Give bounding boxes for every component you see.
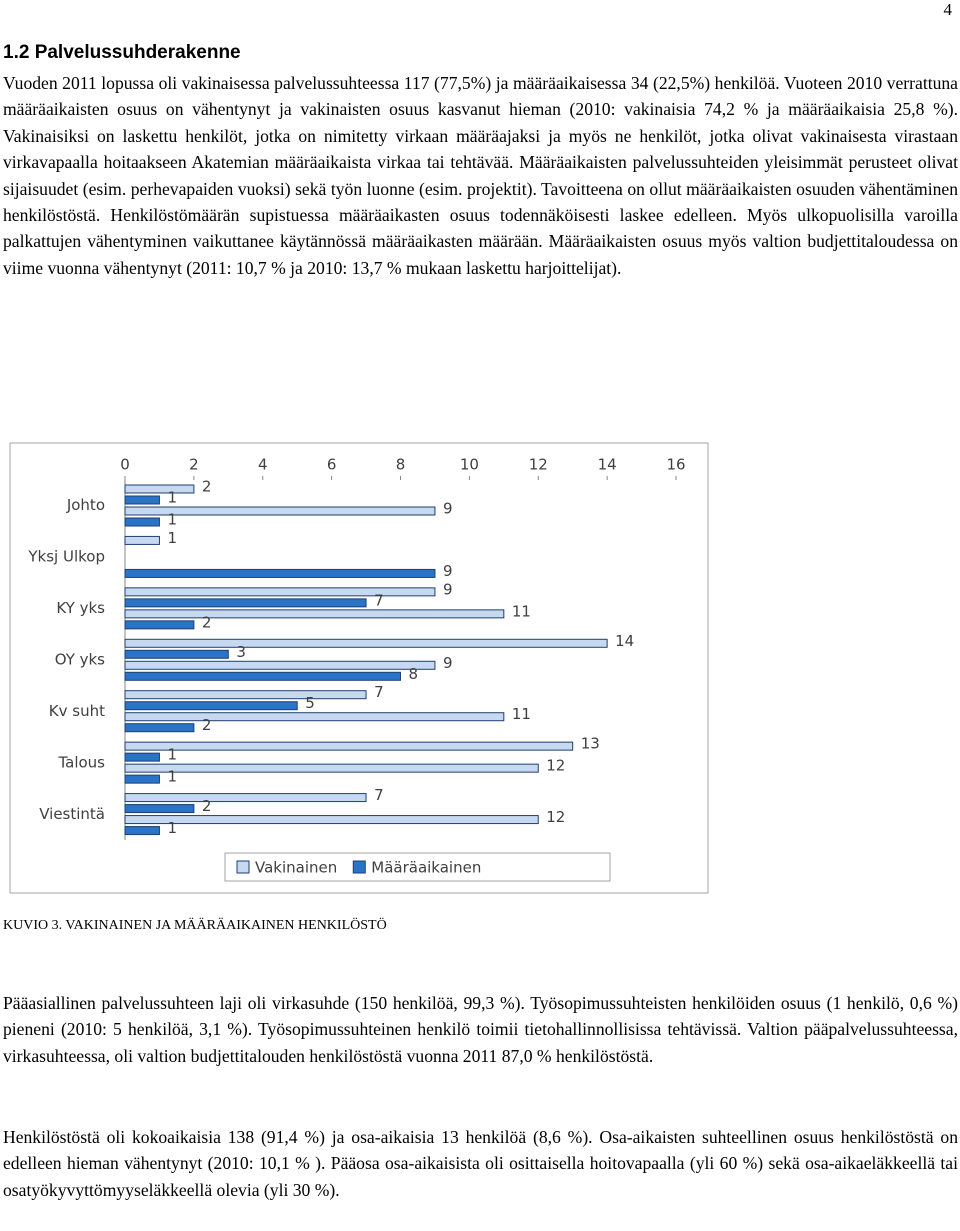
value-label: 7 xyxy=(374,786,384,804)
bar xyxy=(124,495,160,505)
value-label: 7 xyxy=(374,683,384,701)
bar xyxy=(124,701,298,711)
category-label: KY yks xyxy=(56,599,105,617)
bar xyxy=(124,660,436,670)
bar xyxy=(124,587,436,597)
value-label: 2 xyxy=(202,613,212,631)
x-tick-label: 16 xyxy=(666,456,685,474)
bar xyxy=(124,484,195,494)
value-label: 9 xyxy=(443,500,453,518)
category-label: Kv suht xyxy=(49,702,105,720)
value-label: 14 xyxy=(615,632,634,650)
paragraph: Pääasiallinen palvelussuhteen laji oli v… xyxy=(3,993,958,1066)
value-label: 1 xyxy=(167,746,177,764)
bar xyxy=(124,815,539,825)
legend-swatch xyxy=(352,860,366,874)
x-tick-label: 6 xyxy=(327,456,337,474)
category-label: Yksj Ulkop xyxy=(27,548,105,566)
bar xyxy=(124,774,160,784)
x-tick-label: 4 xyxy=(258,456,268,474)
bar xyxy=(124,763,539,773)
x-tick-label: 12 xyxy=(529,456,548,474)
x-tick-label: 2 xyxy=(189,456,199,474)
bar xyxy=(124,752,160,762)
bar xyxy=(124,690,367,700)
value-label: 1 xyxy=(167,819,177,837)
value-label: 12 xyxy=(546,808,565,826)
category-label: Talous xyxy=(57,753,105,771)
bar xyxy=(124,609,505,619)
value-label: 13 xyxy=(581,735,600,753)
x-tick-label: 14 xyxy=(598,456,617,474)
value-label: 11 xyxy=(512,602,531,620)
value-label: 3 xyxy=(236,643,246,661)
bar xyxy=(124,712,505,722)
value-label: 8 xyxy=(409,665,419,683)
value-label: 1 xyxy=(167,511,177,529)
figure-caption: KUVIO 3. VAKINAINEN JA MÄÄRÄAIKAINEN HEN… xyxy=(3,918,387,933)
value-label: 2 xyxy=(202,797,212,815)
category-label: OY yks xyxy=(55,651,105,669)
bar xyxy=(124,517,160,527)
value-label: 2 xyxy=(202,716,212,734)
paragraph: Henkilöstöstä oli kokoaikaisia 138 (91,4… xyxy=(3,1127,958,1200)
value-label: 1 xyxy=(167,529,177,547)
value-label: 5 xyxy=(305,694,315,712)
bar xyxy=(124,741,574,751)
value-label: 1 xyxy=(167,768,177,786)
bar xyxy=(124,723,195,733)
legend-label: Vakinainen xyxy=(255,859,337,877)
bar xyxy=(124,568,436,578)
bar xyxy=(124,793,367,803)
value-label: 9 xyxy=(443,654,453,672)
paragraph: Vuoden 2011 lopussa oli vakinaisessa pal… xyxy=(3,73,958,278)
page-number: 4 xyxy=(943,0,953,19)
bar xyxy=(124,598,367,608)
value-label: 2 xyxy=(202,478,212,496)
value-label: 7 xyxy=(374,591,384,609)
value-label: 1 xyxy=(167,489,177,507)
bar xyxy=(124,671,401,681)
value-label: 11 xyxy=(512,705,531,723)
bar xyxy=(124,506,436,516)
x-tick-label: 10 xyxy=(460,456,479,474)
bar xyxy=(124,826,160,836)
bar xyxy=(124,804,195,814)
bar xyxy=(124,620,195,630)
legend-frame xyxy=(224,852,611,882)
legend-swatch xyxy=(236,860,250,874)
heading: 1.2 Palvelussuhderakenne xyxy=(3,42,241,63)
category-label: Viestintä xyxy=(39,805,105,823)
value-label: 9 xyxy=(443,562,453,580)
legend-label: Määräaikainen xyxy=(371,859,481,877)
value-label: 9 xyxy=(443,580,453,598)
x-tick-label: 0 xyxy=(120,456,130,474)
bar xyxy=(124,638,608,648)
value-label: 12 xyxy=(546,757,565,775)
category-label: Johto xyxy=(66,496,105,514)
bar xyxy=(124,535,160,545)
x-tick-label: 8 xyxy=(396,456,406,474)
bar xyxy=(124,649,229,659)
